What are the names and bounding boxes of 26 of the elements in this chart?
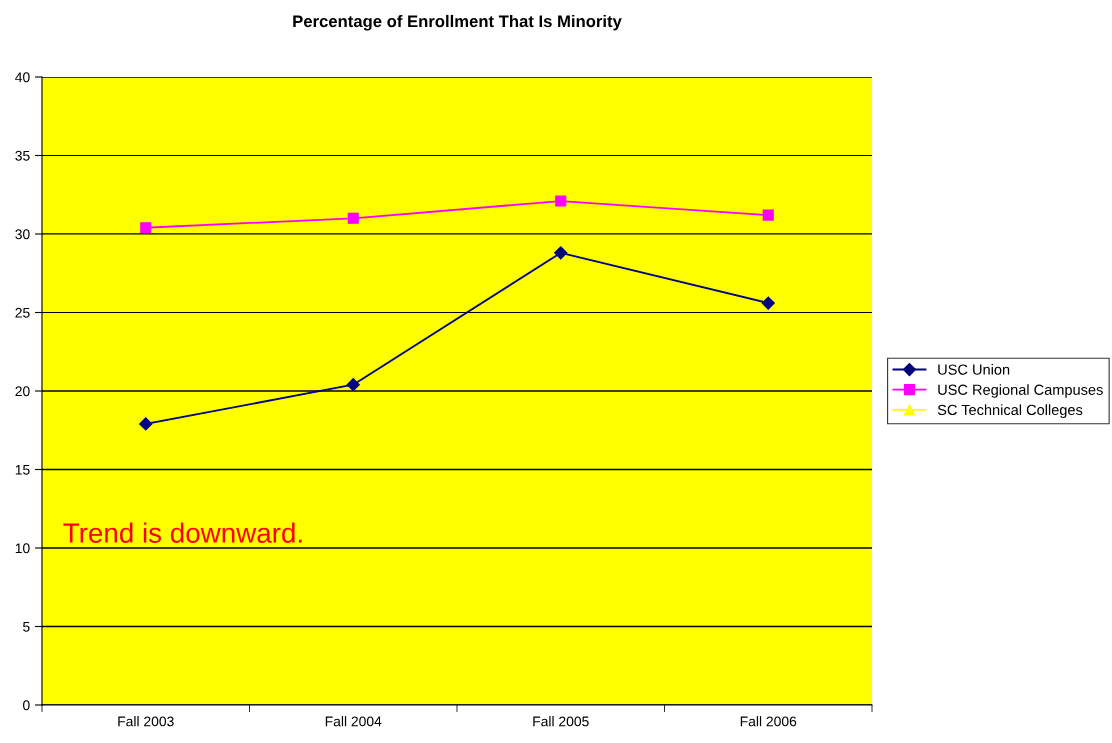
legend-label: SC Technical Colleges (937, 404, 1083, 418)
legend-label: USC Union (938, 364, 1010, 375)
point (554, 246, 568, 260)
annotation: Trend is downward. (63, 522, 302, 543)
y-tick-label: 10 (15, 543, 30, 554)
chart-title: Percentage of Enrollment That Is Minority (293, 14, 622, 31)
point (761, 296, 775, 310)
y-tick-label: 35 (15, 150, 30, 161)
y-tick-label: 15 (15, 464, 30, 475)
x-tick-label: Fall 2004 (325, 716, 382, 727)
x-tick-label: Fall 2006 (740, 716, 797, 727)
y-tick-label: 30 (15, 229, 30, 240)
y-tick-label: 0 (23, 700, 30, 711)
y-tick-label: 20 (15, 386, 30, 397)
point (555, 195, 567, 207)
y-tick-label: 5 (23, 621, 30, 632)
point (347, 212, 359, 224)
y-tick-label: 40 (15, 72, 30, 83)
point (139, 417, 153, 431)
x-tick-label: Fall 2003 (118, 716, 174, 727)
point (346, 378, 360, 392)
y-tick-label: 25 (15, 307, 30, 318)
legend-label: USC Regional Campuses (938, 384, 1103, 398)
point (762, 209, 774, 221)
x-tick-label: Fall 2005 (533, 716, 589, 727)
point (140, 222, 152, 234)
